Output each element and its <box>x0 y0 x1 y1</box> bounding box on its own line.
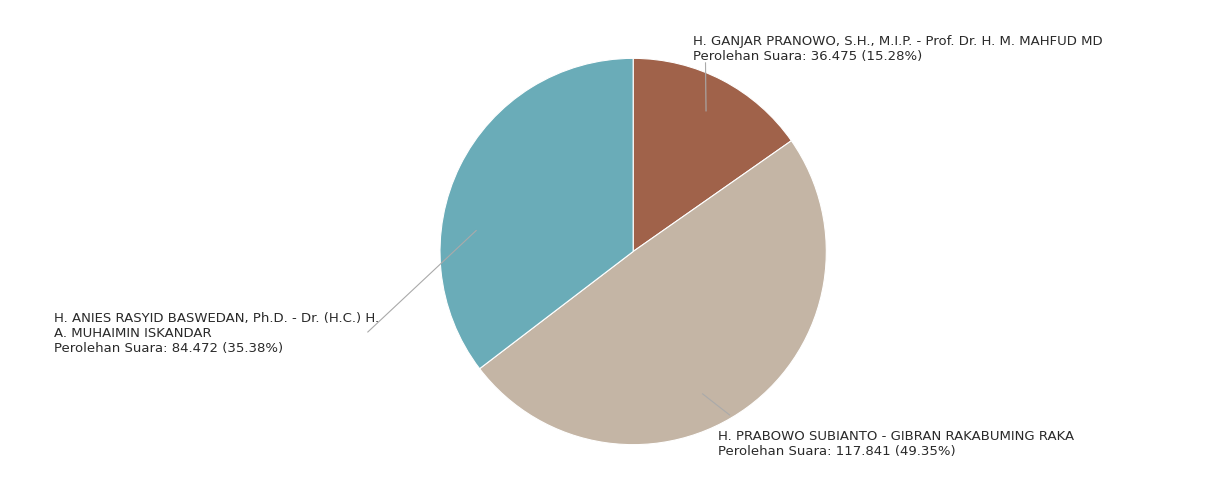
Text: H. ANIES RASYID BASWEDAN, Ph.D. - Dr. (H.C.) H.
A. MUHAIMIN ISKANDAR
Perolehan S: H. ANIES RASYID BASWEDAN, Ph.D. - Dr. (H… <box>54 312 380 355</box>
Wedge shape <box>440 58 633 369</box>
Wedge shape <box>633 58 791 252</box>
Text: H. PRABOWO SUBIANTO - GIBRAN RAKABUMING RAKA
Perolehan Suara: 117.841 (49.35%): H. PRABOWO SUBIANTO - GIBRAN RAKABUMING … <box>718 430 1073 458</box>
Wedge shape <box>480 141 826 445</box>
Text: H. GANJAR PRANOWO, S.H., M.I.P. - Prof. Dr. H. M. MAHFUD MD
Perolehan Suara: 36.: H. GANJAR PRANOWO, S.H., M.I.P. - Prof. … <box>693 35 1103 63</box>
